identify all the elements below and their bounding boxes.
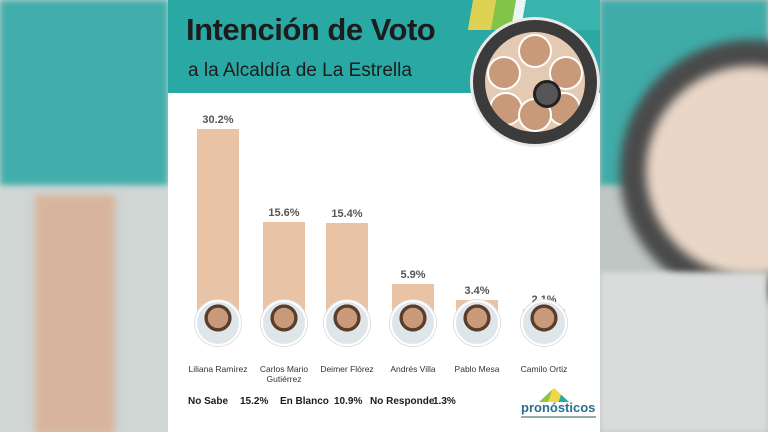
candidate-photo xyxy=(454,300,500,346)
candidate-photo xyxy=(521,300,567,346)
legend-value-no-responde: 1.3% xyxy=(433,396,456,407)
legend-label-no-sabe: No Sabe xyxy=(188,396,229,407)
chart-subtitle: a la Alcaldía de La Estrella xyxy=(188,60,412,81)
candidate-name-label: Camilo Ortiz xyxy=(520,364,568,374)
chart-title: Intención de Voto xyxy=(186,12,436,47)
blurred-backdrop-right xyxy=(600,0,768,432)
blurred-backdrop-left xyxy=(0,0,168,432)
legend-value-en-blanco: 10.9% xyxy=(334,396,363,407)
wheel-face xyxy=(549,56,583,90)
candidate-photo xyxy=(195,300,241,346)
bar-value-label: 15.6% xyxy=(268,207,300,220)
legend-label-en-blanco: En Blanco xyxy=(280,396,329,407)
candidate-name-label: Deimer Flórez xyxy=(320,364,374,374)
candidate-photo xyxy=(261,300,307,346)
logo-text: pronósticos xyxy=(521,400,596,415)
infographic-panel: Intención de Voto a la Alcaldía de La Es… xyxy=(168,0,600,432)
backdrop-band xyxy=(0,0,168,185)
bar-value-label: 5.9% xyxy=(400,269,426,282)
candidate-name-label: Andrés Villa xyxy=(390,364,436,374)
bar-chart: 30.2% Liliana Ramírez 15.6% Carlos Mario Gu… xyxy=(168,0,600,432)
bar xyxy=(197,128,239,322)
wheel-hub xyxy=(533,80,561,108)
candidate-name-label: Pablo Mesa xyxy=(454,364,500,374)
bar-value-label: 15.4% xyxy=(331,208,363,221)
logo-tagline-line xyxy=(521,416,596,418)
backdrop-bar xyxy=(35,195,115,432)
candidate-photo xyxy=(324,300,370,346)
legend-label-no-responde: No Responde xyxy=(370,396,435,407)
legend-value-no-sabe: 15.2% xyxy=(240,396,269,407)
wheel-inner xyxy=(485,32,585,132)
backdrop-bottom xyxy=(600,272,768,432)
candidate-name-label: Liliana Ramírez xyxy=(188,364,248,374)
bar-value-label: 30.2% xyxy=(202,113,234,126)
candidate-name-label: Carlos Mario Gutiérrez xyxy=(259,364,309,384)
wheel-face xyxy=(518,34,552,68)
candidates-wheel-image xyxy=(470,17,600,147)
bar-value-label: 3.4% xyxy=(464,285,490,298)
candidate-photo xyxy=(390,300,436,346)
wheel-face xyxy=(487,56,521,90)
pronosticos-logo: pronósticos xyxy=(521,388,596,428)
